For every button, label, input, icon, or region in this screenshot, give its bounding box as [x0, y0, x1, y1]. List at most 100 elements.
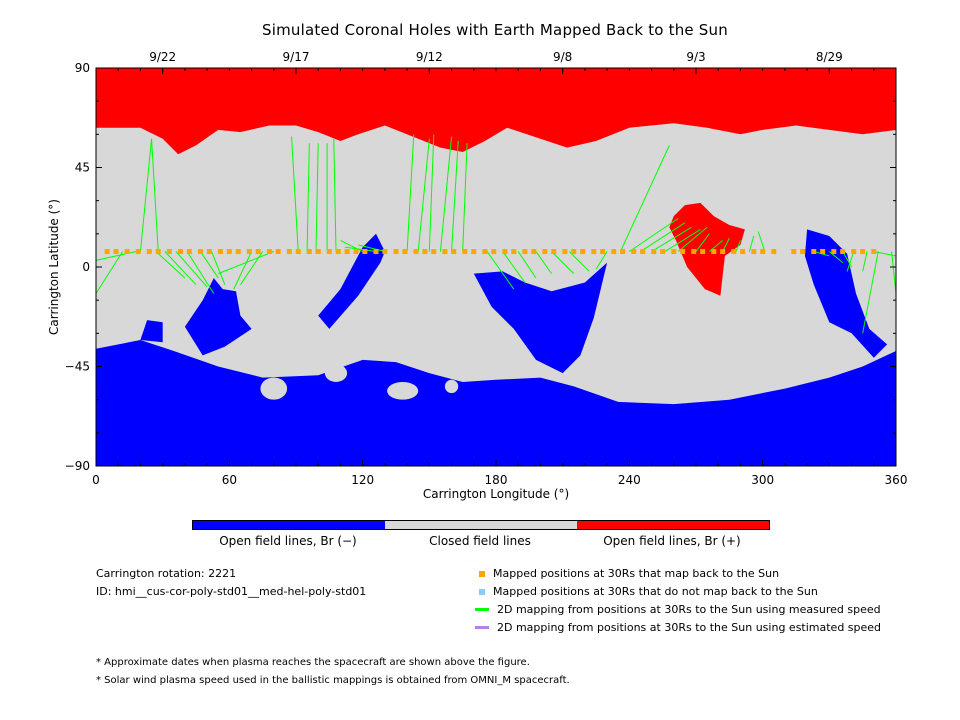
mapping-line-8 — [200, 251, 219, 279]
mapped-position-66 — [760, 249, 766, 255]
mapped-position-46 — [562, 249, 568, 255]
orange-square-icon — [479, 570, 485, 577]
y-tick-label-2: 0 — [82, 260, 90, 274]
mapped-position-25 — [353, 249, 359, 255]
legend-label-open-negative: Open field lines, Br (−) — [219, 534, 357, 548]
closed-island-0 — [224, 348, 243, 363]
mapping-line-5 — [164, 251, 197, 286]
mapped-position-75 — [860, 249, 866, 255]
mapping-line-0 — [139, 138, 153, 252]
mapped-position-65 — [751, 249, 757, 255]
mapped-position-57 — [671, 249, 677, 255]
north-polar-positive-hole — [96, 68, 896, 155]
closed-island-1 — [260, 377, 288, 400]
mapping-line-49 — [846, 251, 855, 272]
mapped-position-16 — [266, 249, 272, 255]
closed-island-4 — [444, 379, 459, 394]
mapping-line-37 — [651, 226, 692, 252]
mapped-position-72 — [831, 249, 837, 255]
footnote-dates: * Approximate dates when plasma reaches … — [96, 657, 530, 668]
x-tick-label-1: 60 — [222, 473, 237, 487]
positive-hole-0 — [669, 202, 745, 296]
mapped-position-30 — [402, 249, 408, 255]
key-mapped-back-label: Mapped positions at 30Rs that map back t… — [493, 567, 780, 580]
mapping-line-4 — [155, 251, 186, 279]
date-label-2: 9/12 — [416, 50, 443, 64]
mapping-line-21 — [439, 136, 453, 252]
model-id: ID: hmi__cus-cor-poly-std01__med-hel-pol… — [96, 585, 367, 598]
mapped-position-28 — [382, 249, 388, 255]
negative-hole-0 — [184, 278, 252, 356]
mapped-position-53 — [631, 249, 637, 255]
mapped-position-50 — [600, 249, 606, 255]
mapped-position-10 — [206, 249, 212, 255]
mapping-line-31 — [551, 251, 575, 274]
mapping-line-15 — [315, 143, 319, 252]
mapping-line-35 — [629, 217, 679, 252]
mapped-position-35 — [451, 249, 457, 255]
mapping-line-28 — [502, 251, 526, 283]
mapping-line-1 — [151, 138, 159, 252]
date-label-4: 9/3 — [686, 50, 705, 64]
mapped-position-4 — [146, 249, 152, 255]
y-axis-label: Carrington Latitude (°) — [47, 199, 61, 335]
y-tick-label-4: −90 — [65, 459, 90, 473]
key-estimated-speed: 2D mapping from positions at 30Rs to the… — [475, 621, 881, 634]
mapping-line-50 — [862, 251, 868, 272]
x-tick-label-6: 360 — [885, 473, 908, 487]
mapping-line-32 — [568, 251, 590, 272]
mapping-line-29 — [517, 251, 537, 279]
legend-swatch-closed — [385, 521, 577, 529]
mapped-position-12 — [226, 249, 232, 255]
negative-hole-1 — [318, 233, 385, 329]
mapping-line-26 — [358, 244, 386, 253]
date-label-5: 8/29 — [816, 50, 843, 64]
date-label-0: 9/22 — [149, 50, 176, 64]
legend-label-open-positive: Open field lines, Br (+) — [603, 534, 741, 548]
x-tick-label-5: 300 — [751, 473, 774, 487]
mapped-position-62 — [720, 249, 726, 255]
mapped-position-42 — [522, 249, 528, 255]
closed-island-2 — [324, 364, 348, 382]
mapping-line-7 — [186, 251, 215, 294]
mapped-position-44 — [542, 249, 548, 255]
mapped-position-31 — [413, 249, 419, 255]
mapping-line-39 — [677, 226, 708, 252]
mapping-line-24 — [340, 240, 363, 252]
mapping-line-33 — [595, 251, 608, 270]
key-not-mapped-label: Mapped positions at 30Rs that do not map… — [493, 585, 818, 598]
mapping-line-19 — [417, 138, 430, 252]
mapping-line-27 — [486, 251, 515, 290]
mapping-line-30 — [535, 251, 552, 274]
mapped-position-45 — [551, 249, 557, 255]
color-legend-bar — [192, 520, 770, 530]
mapping-line-20 — [428, 134, 435, 252]
mapped-position-34 — [442, 249, 448, 255]
mapped-position-76 — [871, 249, 877, 255]
mapping-line-34 — [619, 145, 670, 252]
mapped-position-48 — [580, 249, 586, 255]
mapped-position-8 — [186, 249, 192, 255]
mapping-line-43 — [735, 240, 741, 252]
mapping-line-38 — [664, 228, 701, 252]
mapping-line-44 — [748, 235, 755, 252]
mapped-position-7 — [177, 249, 183, 255]
mapping-line-23 — [462, 143, 468, 252]
mapped-position-60 — [700, 249, 706, 255]
mapped-position-59 — [691, 249, 697, 255]
mapping-line-40 — [695, 233, 710, 252]
mapped-position-24 — [344, 249, 350, 255]
south-polar-negative-hole — [96, 340, 896, 466]
mapped-position-71 — [820, 249, 826, 255]
mapped-position-20 — [306, 249, 312, 255]
mapped-position-69 — [800, 249, 806, 255]
mapping-line-52 — [862, 251, 879, 334]
mapping-line-36 — [640, 222, 686, 252]
mapping-line-45 — [757, 231, 766, 252]
mapped-position-67 — [771, 249, 777, 255]
mapped-position-38 — [482, 249, 488, 255]
mapping-line-14 — [306, 143, 310, 252]
chart-title: Simulated Coronal Holes with Earth Mappe… — [262, 21, 728, 39]
mapped-position-47 — [571, 249, 577, 255]
